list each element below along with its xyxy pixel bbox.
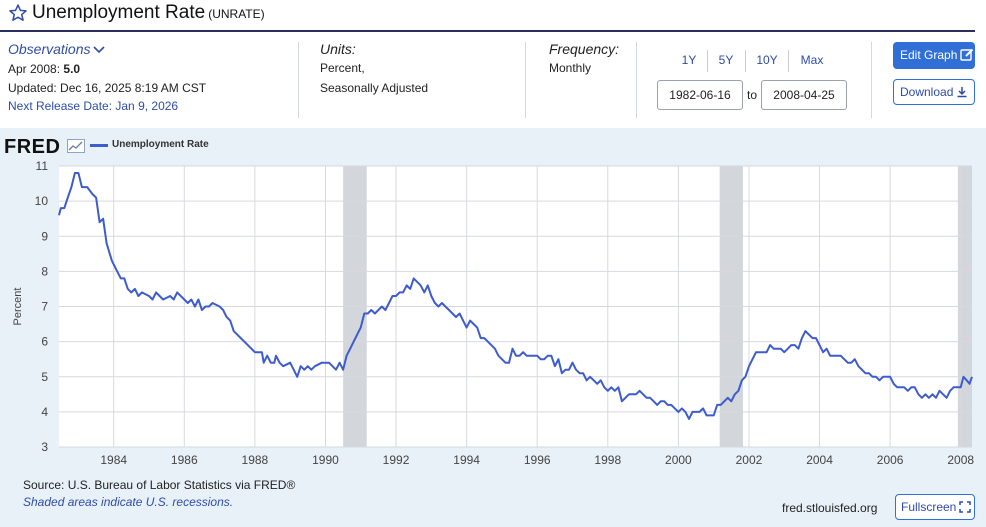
range-1y-button[interactable]: 1Y xyxy=(681,53,697,67)
observation-value: 5.0 xyxy=(63,62,81,76)
page-header: Unemployment Rate (UNRATE) xyxy=(0,0,986,30)
x-tick-label: 1994 xyxy=(453,453,480,467)
y-tick-label: 6 xyxy=(41,335,48,349)
edit-icon xyxy=(960,48,974,61)
end-date-input[interactable]: 2008-04-25 xyxy=(761,80,847,110)
download-button[interactable]: Download xyxy=(893,79,975,105)
source-note: Source: U.S. Bureau of Labor Statistics … xyxy=(23,478,296,492)
page-title: Unemployment Rate (UNRATE) xyxy=(32,2,265,24)
date-range-to-label: to xyxy=(747,88,758,102)
x-tick-label: 1990 xyxy=(312,453,339,467)
chart-logo-icon xyxy=(67,139,85,153)
x-tick-label: 2006 xyxy=(877,453,904,467)
range-divider xyxy=(788,50,789,72)
y-tick-label: 8 xyxy=(41,264,48,278)
x-tick-label: 1998 xyxy=(594,453,621,467)
series-title: Unemployment Rate xyxy=(32,2,206,23)
next-release-date: Next Release Date: Jan 9, 2026 xyxy=(8,99,179,113)
y-tick-label: 5 xyxy=(41,370,48,384)
info-divider xyxy=(298,42,299,118)
x-tick-label: 1986 xyxy=(171,453,198,467)
legend-swatch xyxy=(90,144,108,147)
range-5y-button[interactable]: 5Y xyxy=(718,53,734,67)
range-divider xyxy=(707,50,708,72)
units-label: Units: xyxy=(320,41,356,57)
edit-graph-label: Edit Graph xyxy=(900,48,958,62)
y-tick-label: 7 xyxy=(41,300,48,314)
series-line xyxy=(58,172,973,420)
y-tick-label: 9 xyxy=(41,229,48,243)
fullscreen-icon xyxy=(959,501,972,513)
y-tick-label: 4 xyxy=(41,405,48,419)
download-label: Download xyxy=(900,85,954,99)
x-tick-label: 2002 xyxy=(736,453,763,467)
y-tick-label: 3 xyxy=(41,440,48,454)
chevron-down-icon xyxy=(93,46,106,54)
fred-logo: FRED xyxy=(4,136,61,158)
start-date-input[interactable]: 1982-06-16 xyxy=(657,80,743,110)
line-chart[interactable]: 3 4 5 6 7 8 9 10 11 1984 1986 1988 1990 1992 1994 1996 1… xyxy=(0,128,986,468)
header-divider xyxy=(0,30,975,32)
range-max-button[interactable]: Max xyxy=(800,53,824,67)
x-tick-label: 1992 xyxy=(383,453,410,467)
units-line-2: Seasonally Adjusted xyxy=(320,81,429,95)
x-tick-label: 1988 xyxy=(242,453,269,467)
y-axis-label: Percent xyxy=(12,288,24,326)
frequency-value: Monthly xyxy=(549,61,592,75)
fullscreen-label: Fullscreen xyxy=(901,500,957,514)
x-tick-label: 1984 xyxy=(100,453,127,467)
download-icon xyxy=(957,87,967,98)
star-icon[interactable] xyxy=(8,3,28,23)
observation-date: Apr 2008: xyxy=(8,62,61,76)
observations-label: Observations xyxy=(8,41,91,57)
updated-text: Updated: Dec 16, 2025 8:19 AM CST xyxy=(8,81,207,95)
frequency-label: Frequency: xyxy=(549,41,620,57)
range-10y-button[interactable]: 10Y xyxy=(756,53,778,67)
fred-url: fred.stlouisfed.org xyxy=(782,501,878,515)
info-divider xyxy=(525,42,526,118)
units-line-1: Percent, xyxy=(320,61,365,75)
x-tick-label: 2004 xyxy=(806,453,833,467)
legend-label: Unemployment Rate xyxy=(112,139,209,150)
recession-shading-note: Shaded areas indicate U.S. recessions. xyxy=(23,495,234,509)
observations-toggle[interactable]: Observations xyxy=(8,41,106,57)
x-tick-label: 2000 xyxy=(665,453,692,467)
info-divider xyxy=(871,42,872,118)
x-tick-label: 2008 xyxy=(947,453,974,467)
info-divider xyxy=(636,42,637,118)
edit-graph-button[interactable]: Edit Graph xyxy=(893,42,975,69)
latest-observation: Apr 2008: 5.0 xyxy=(8,62,80,76)
y-tick-label: 10 xyxy=(35,194,49,208)
fullscreen-button[interactable]: Fullscreen xyxy=(895,494,975,520)
y-tick-label: 11 xyxy=(36,159,49,173)
x-tick-label: 1996 xyxy=(524,453,551,467)
series-id: (UNRATE) xyxy=(208,7,265,21)
range-divider xyxy=(745,50,746,72)
